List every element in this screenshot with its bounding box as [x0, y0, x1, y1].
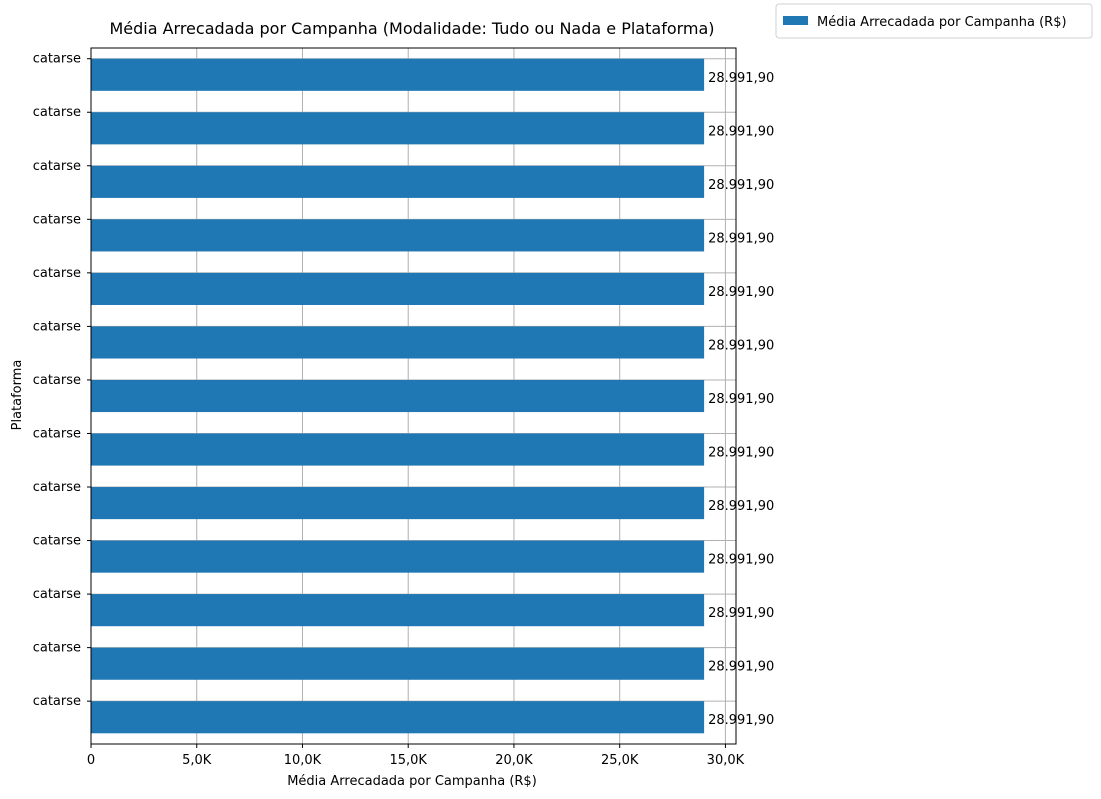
bar: [91, 165, 705, 198]
y-tick-label: catarse: [33, 319, 81, 334]
bar: [91, 433, 705, 466]
x-tick-label: 20,0K: [495, 753, 533, 768]
y-tick-label: catarse: [33, 52, 81, 67]
bar: [91, 379, 705, 413]
legend: Média Arrecadada por Campanha (R$): [775, 3, 1093, 39]
y-tick-label: catarse: [33, 694, 81, 709]
y-axis-label: Plataforma: [10, 360, 25, 431]
x-tick-label: 0: [87, 753, 95, 768]
y-tick-label: catarse: [33, 426, 81, 441]
legend-entry: Média Arrecadada por Campanha (R$): [817, 15, 1067, 30]
y-tick-label: catarse: [33, 534, 81, 549]
x-tick-label: 25,0K: [601, 753, 639, 768]
bar: [91, 272, 705, 305]
plot-frame: [90, 47, 737, 745]
labels: 28.991,90 catarse 28.991,90 catarse 28.991,9…: [33, 52, 775, 768]
x-tick-label: 15,0K: [389, 753, 427, 768]
bar: [91, 701, 705, 734]
bar: [91, 58, 705, 91]
bar: [91, 540, 705, 573]
data-label: 28.991,90: [708, 392, 774, 407]
axes: [87, 47, 737, 748]
y-tick-label: catarse: [33, 587, 81, 602]
data-label: 28.991,90: [708, 446, 774, 461]
data-label: 28.991,90: [708, 499, 774, 514]
y-tick-label: catarse: [33, 641, 81, 656]
data-label: 28.991,90: [708, 71, 774, 86]
data-label: 28.991,90: [708, 606, 774, 621]
y-tick-label: catarse: [33, 212, 81, 227]
data-label: 28.991,90: [708, 713, 774, 728]
data-label: 28.991,90: [708, 338, 774, 353]
x-tick-label: 10,0K: [284, 753, 322, 768]
chart-title: Média Arrecadada por Campanha (Modalidad…: [109, 19, 714, 38]
bars: [91, 58, 705, 734]
legend-swatch: [783, 16, 808, 25]
bar: [91, 487, 705, 520]
data-label: 28.991,90: [708, 124, 774, 139]
data-label: 28.991,90: [708, 553, 774, 568]
data-label: 28.991,90: [708, 178, 774, 193]
y-tick-label: catarse: [33, 373, 81, 388]
y-tick-label: catarse: [33, 480, 81, 495]
y-tick-label: catarse: [33, 105, 81, 120]
data-label: 28.991,90: [708, 285, 774, 300]
y-tick-label: catarse: [33, 266, 81, 281]
bar: [91, 647, 705, 680]
x-tick-label: 30,0K: [707, 753, 745, 768]
data-label: 28.991,90: [708, 660, 774, 675]
data-label: 28.991,90: [708, 231, 774, 246]
bar: [91, 112, 705, 145]
y-tick-label: catarse: [33, 159, 81, 174]
bar: [91, 219, 705, 252]
x-tick-label: 5,0K: [182, 753, 212, 768]
legend-box: [775, 3, 1093, 39]
bar: [91, 594, 705, 627]
bar: [91, 326, 705, 359]
x-axis-label: Média Arrecadada por Campanha (R$): [287, 774, 537, 789]
